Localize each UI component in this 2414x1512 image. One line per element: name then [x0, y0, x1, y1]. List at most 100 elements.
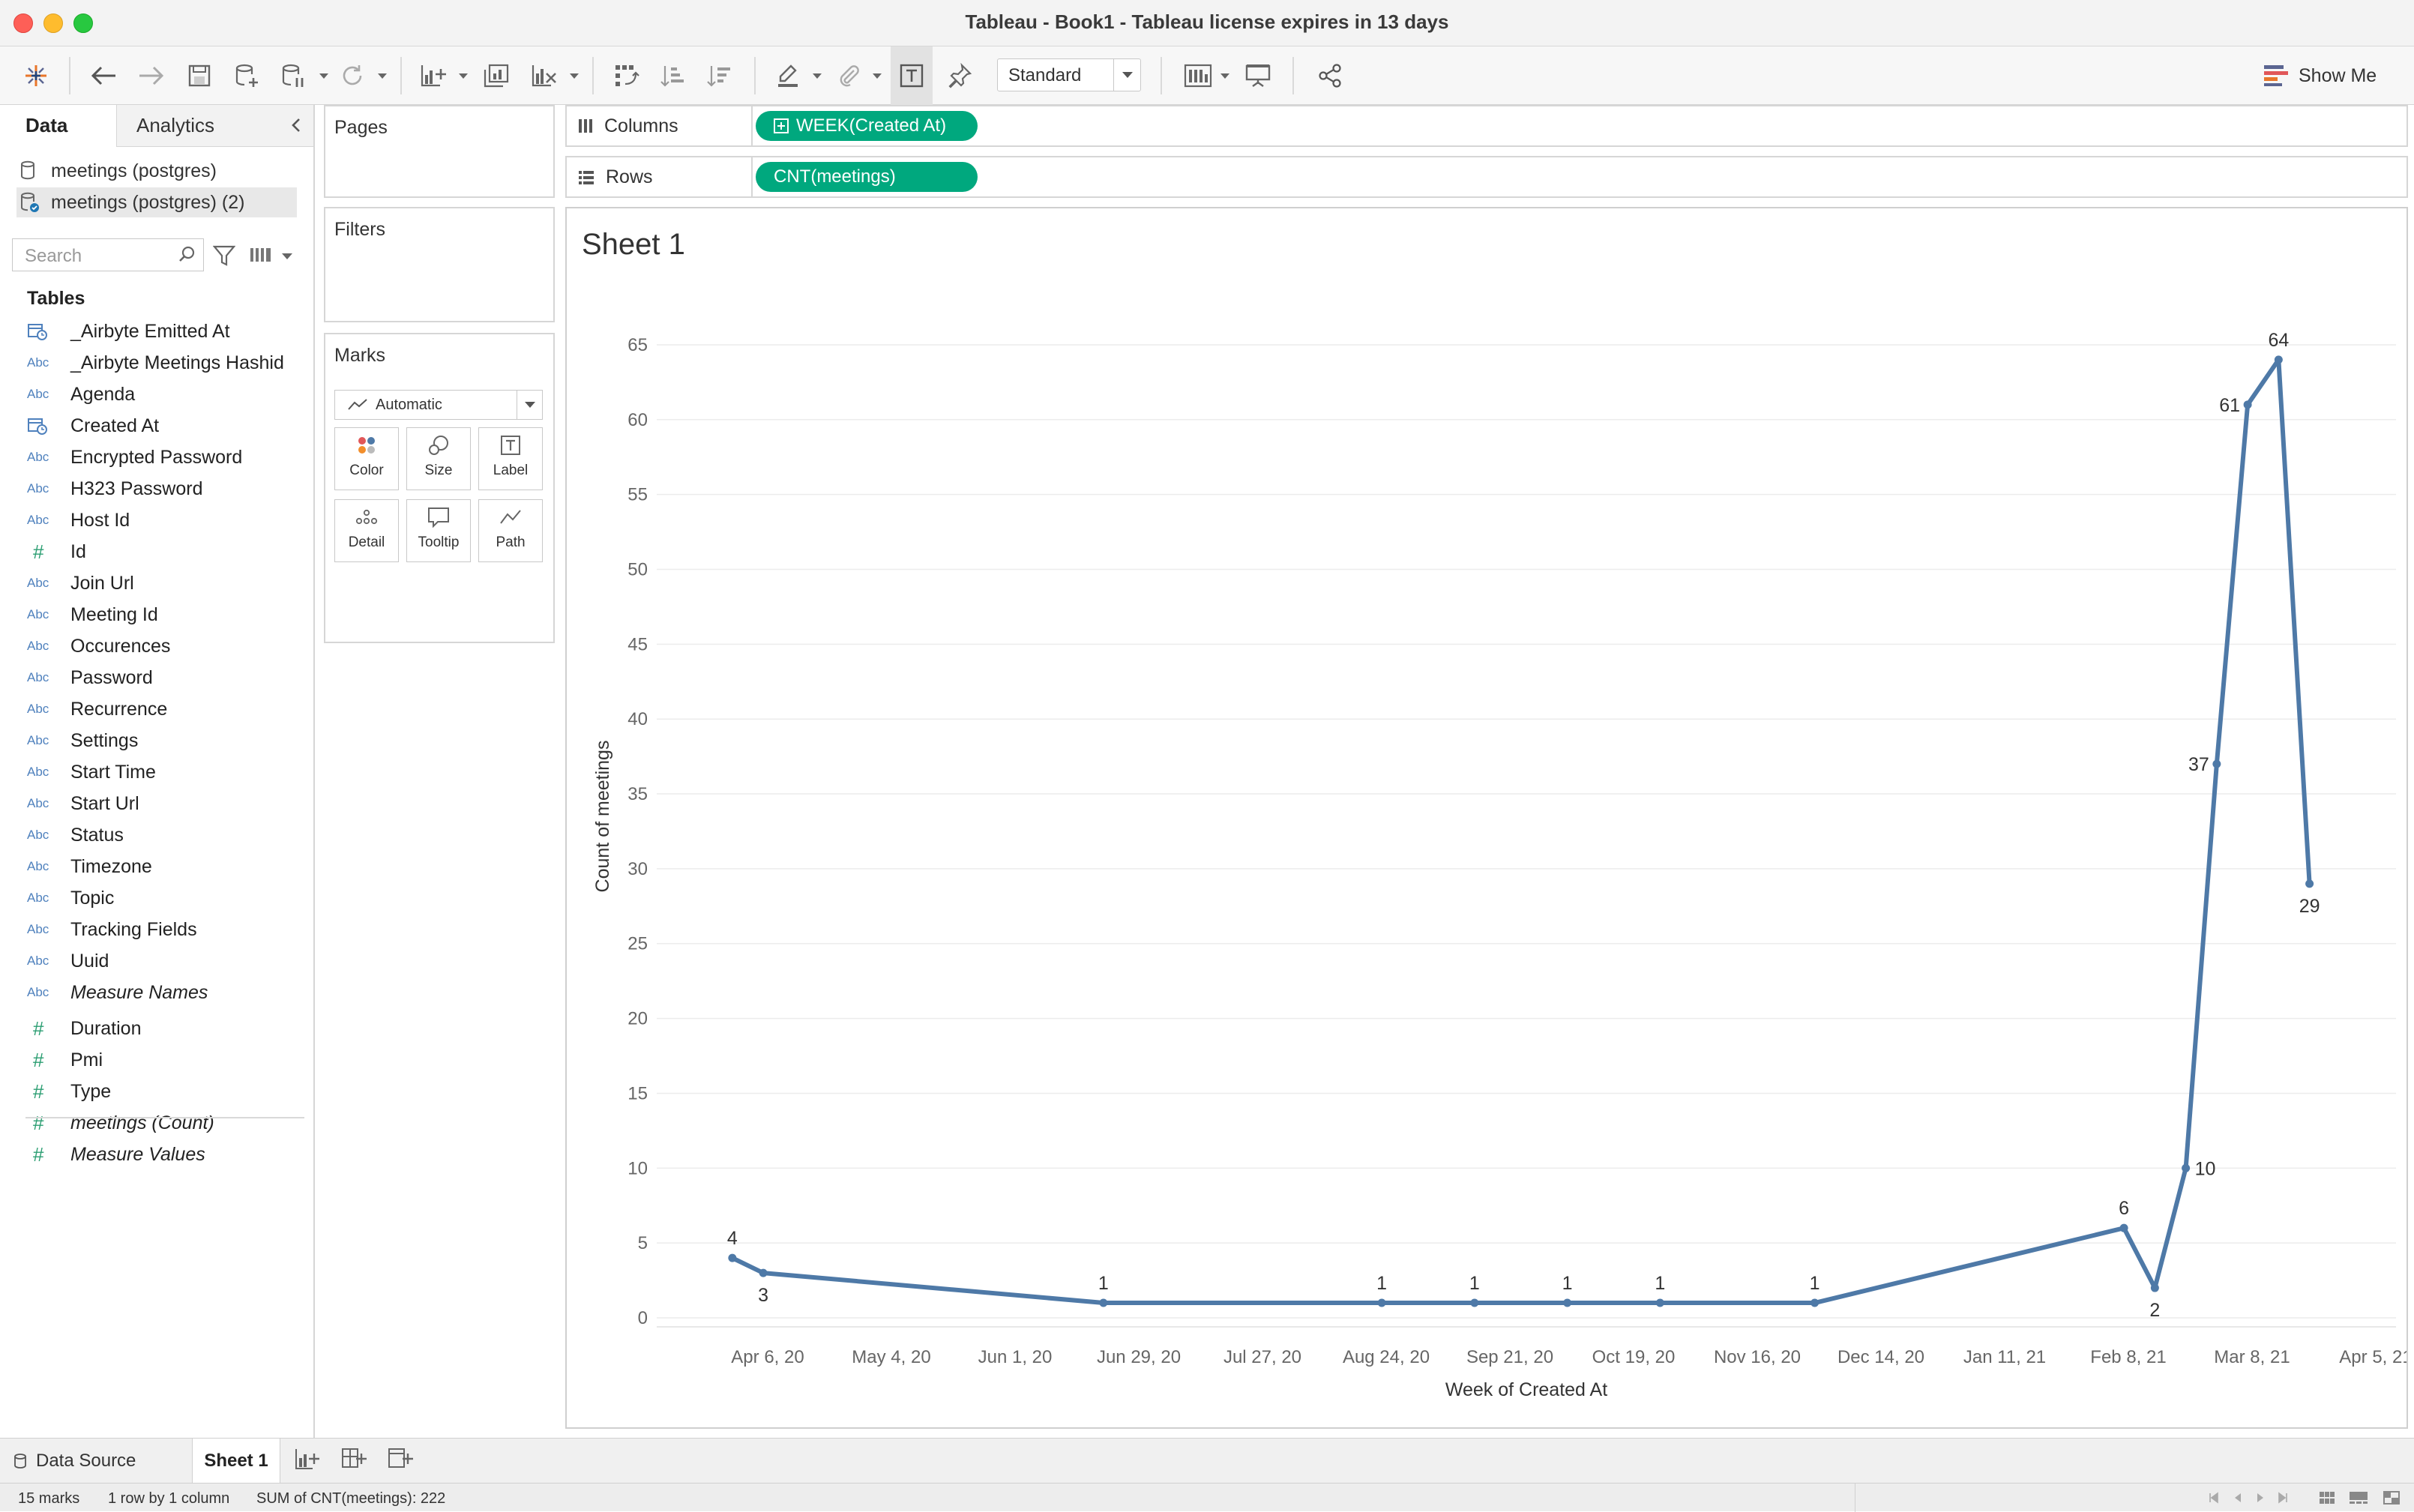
- mark-label-button[interactable]: Label: [478, 427, 543, 490]
- field-item[interactable]: Abc Tracking Fields: [27, 915, 304, 945]
- next-sheet-icon[interactable]: [2254, 1492, 2266, 1504]
- tabs-view-icon[interactable]: [2383, 1491, 2400, 1505]
- show-labels-icon[interactable]: [891, 46, 933, 105]
- new-story-tab-icon[interactable]: [387, 1446, 414, 1473]
- field-item[interactable]: Abc Settings: [27, 726, 304, 756]
- data-point[interactable]: [728, 1253, 737, 1262]
- new-worksheet-tab-icon[interactable]: [294, 1446, 321, 1473]
- previous-sheet-icon[interactable]: [2232, 1492, 2244, 1504]
- field-item[interactable]: # Type: [27, 1076, 304, 1106]
- data-point[interactable]: [1470, 1298, 1479, 1307]
- rows-pill[interactable]: CNT(meetings): [756, 162, 978, 192]
- field-item[interactable]: Abc Recurrence: [27, 694, 304, 724]
- refresh-dropdown[interactable]: [378, 46, 387, 105]
- mark-size-button[interactable]: Size: [406, 427, 471, 490]
- data-point[interactable]: [1655, 1298, 1664, 1307]
- field-item[interactable]: # Duration: [27, 1013, 304, 1043]
- tableau-logo-icon[interactable]: [21, 46, 51, 105]
- pause-updates-icon[interactable]: [277, 46, 310, 105]
- data-point[interactable]: [2119, 1223, 2128, 1232]
- columns-shelf[interactable]: Columns WEEK(Created At): [565, 105, 2408, 147]
- field-item[interactable]: Abc Encrypted Password: [27, 442, 304, 472]
- cards-icon[interactable]: [1180, 46, 1216, 105]
- forward-icon[interactable]: [135, 46, 168, 105]
- sort-ascending-icon[interactable]: [657, 46, 690, 105]
- tab-data[interactable]: Data: [0, 105, 117, 147]
- new-datasource-icon[interactable]: [231, 46, 264, 105]
- field-item[interactable]: Abc Meeting Id: [27, 600, 304, 630]
- data-point[interactable]: [1563, 1298, 1572, 1307]
- field-item[interactable]: Abc Start Time: [27, 757, 304, 787]
- highlight-icon[interactable]: [772, 46, 805, 105]
- tab-analytics[interactable]: Analytics: [117, 105, 313, 146]
- data-point[interactable]: [1811, 1298, 1819, 1307]
- field-item[interactable]: Abc Timezone: [27, 852, 304, 882]
- field-item[interactable]: # Id: [27, 537, 304, 567]
- cards-dropdown[interactable]: [1220, 46, 1229, 105]
- pages-card[interactable]: Pages: [324, 105, 555, 198]
- save-icon[interactable]: [183, 46, 216, 105]
- data-point[interactable]: [1099, 1298, 1108, 1307]
- datasource-item[interactable]: meetings (postgres) (2): [16, 187, 297, 217]
- data-point[interactable]: [2243, 400, 2252, 409]
- back-icon[interactable]: [87, 46, 120, 105]
- group-dropdown[interactable]: [873, 46, 882, 105]
- field-item[interactable]: Abc Join Url: [27, 568, 304, 598]
- data-point[interactable]: [2274, 355, 2283, 364]
- collapse-pane-icon[interactable]: [289, 117, 303, 133]
- line-chart[interactable]: 0 5 10 15 20 25 30 35 40 45 50 55 60 65 Apr 6, 20 May 4…: [567, 208, 2407, 1427]
- fit-select[interactable]: Standard: [997, 58, 1141, 91]
- datasource-item[interactable]: meetings (postgres): [16, 156, 297, 186]
- field-item[interactable]: Abc Password: [27, 663, 304, 693]
- new-dashboard-tab-icon[interactable]: [340, 1446, 367, 1473]
- duplicate-sheet-icon[interactable]: [480, 46, 513, 105]
- swap-icon[interactable]: [610, 46, 643, 105]
- filters-card[interactable]: Filters: [324, 207, 555, 322]
- field-item[interactable]: Abc Uuid: [27, 946, 304, 976]
- maximize-window-button[interactable]: [73, 13, 93, 33]
- last-sheet-icon[interactable]: [2277, 1492, 2289, 1504]
- field-item[interactable]: # Measure Values: [27, 1139, 304, 1169]
- field-item[interactable]: Abc Start Url: [27, 789, 304, 819]
- mark-type-select[interactable]: Automatic: [334, 390, 543, 420]
- group-icon[interactable]: [832, 46, 865, 105]
- new-worksheet-icon[interactable]: [417, 46, 450, 105]
- search-input[interactable]: Search: [12, 238, 204, 271]
- data-point[interactable]: [2212, 759, 2221, 768]
- field-item[interactable]: Abc Occurences: [27, 631, 304, 661]
- field-item[interactable]: Created At: [27, 411, 304, 441]
- data-point[interactable]: [759, 1268, 768, 1277]
- sheet1-tab[interactable]: Sheet 1: [192, 1439, 280, 1484]
- presentation-icon[interactable]: [1241, 46, 1274, 105]
- series-line[interactable]: [731, 357, 2312, 1306]
- highlight-dropdown[interactable]: [813, 46, 822, 105]
- mark-path-button[interactable]: Path: [478, 499, 543, 562]
- data-point[interactable]: [2182, 1163, 2191, 1172]
- field-item[interactable]: Abc _Airbyte Meetings Hashid: [27, 348, 304, 378]
- sort-descending-icon[interactable]: [703, 46, 736, 105]
- field-item[interactable]: Abc Topic: [27, 883, 304, 913]
- filter-icon[interactable]: [213, 244, 235, 267]
- mark-color-button[interactable]: Color: [334, 427, 399, 490]
- field-item[interactable]: Abc Status: [27, 820, 304, 850]
- close-window-button[interactable]: [13, 13, 33, 33]
- field-item[interactable]: # Pmi: [27, 1045, 304, 1075]
- field-item[interactable]: Abc Host Id: [27, 505, 304, 535]
- data-point[interactable]: [2150, 1283, 2159, 1292]
- mark-detail-button[interactable]: Detail: [334, 499, 399, 562]
- field-item[interactable]: Abc H323 Password: [27, 474, 304, 504]
- share-icon[interactable]: [1313, 46, 1346, 105]
- clear-sheet-dropdown[interactable]: [570, 46, 579, 105]
- field-item[interactable]: Abc Measure Names: [27, 978, 304, 1008]
- pause-updates-dropdown[interactable]: [319, 46, 328, 105]
- data-point[interactable]: [2305, 879, 2314, 888]
- sheet-view[interactable]: 0 5 10 15 20 25 30 35 40 45 50 55 60 65 Apr 6, 20 May 4…: [565, 207, 2408, 1429]
- field-item[interactable]: _Airbyte Emitted At: [27, 316, 304, 346]
- field-item[interactable]: # meetings (Count): [27, 1108, 304, 1138]
- view-options-icon[interactable]: [249, 246, 273, 264]
- show-me-button[interactable]: Show Me: [2264, 46, 2377, 105]
- data-point[interactable]: [1377, 1298, 1386, 1307]
- refresh-icon[interactable]: [336, 46, 369, 105]
- first-sheet-icon[interactable]: [2208, 1492, 2220, 1504]
- minimize-window-button[interactable]: [43, 13, 63, 33]
